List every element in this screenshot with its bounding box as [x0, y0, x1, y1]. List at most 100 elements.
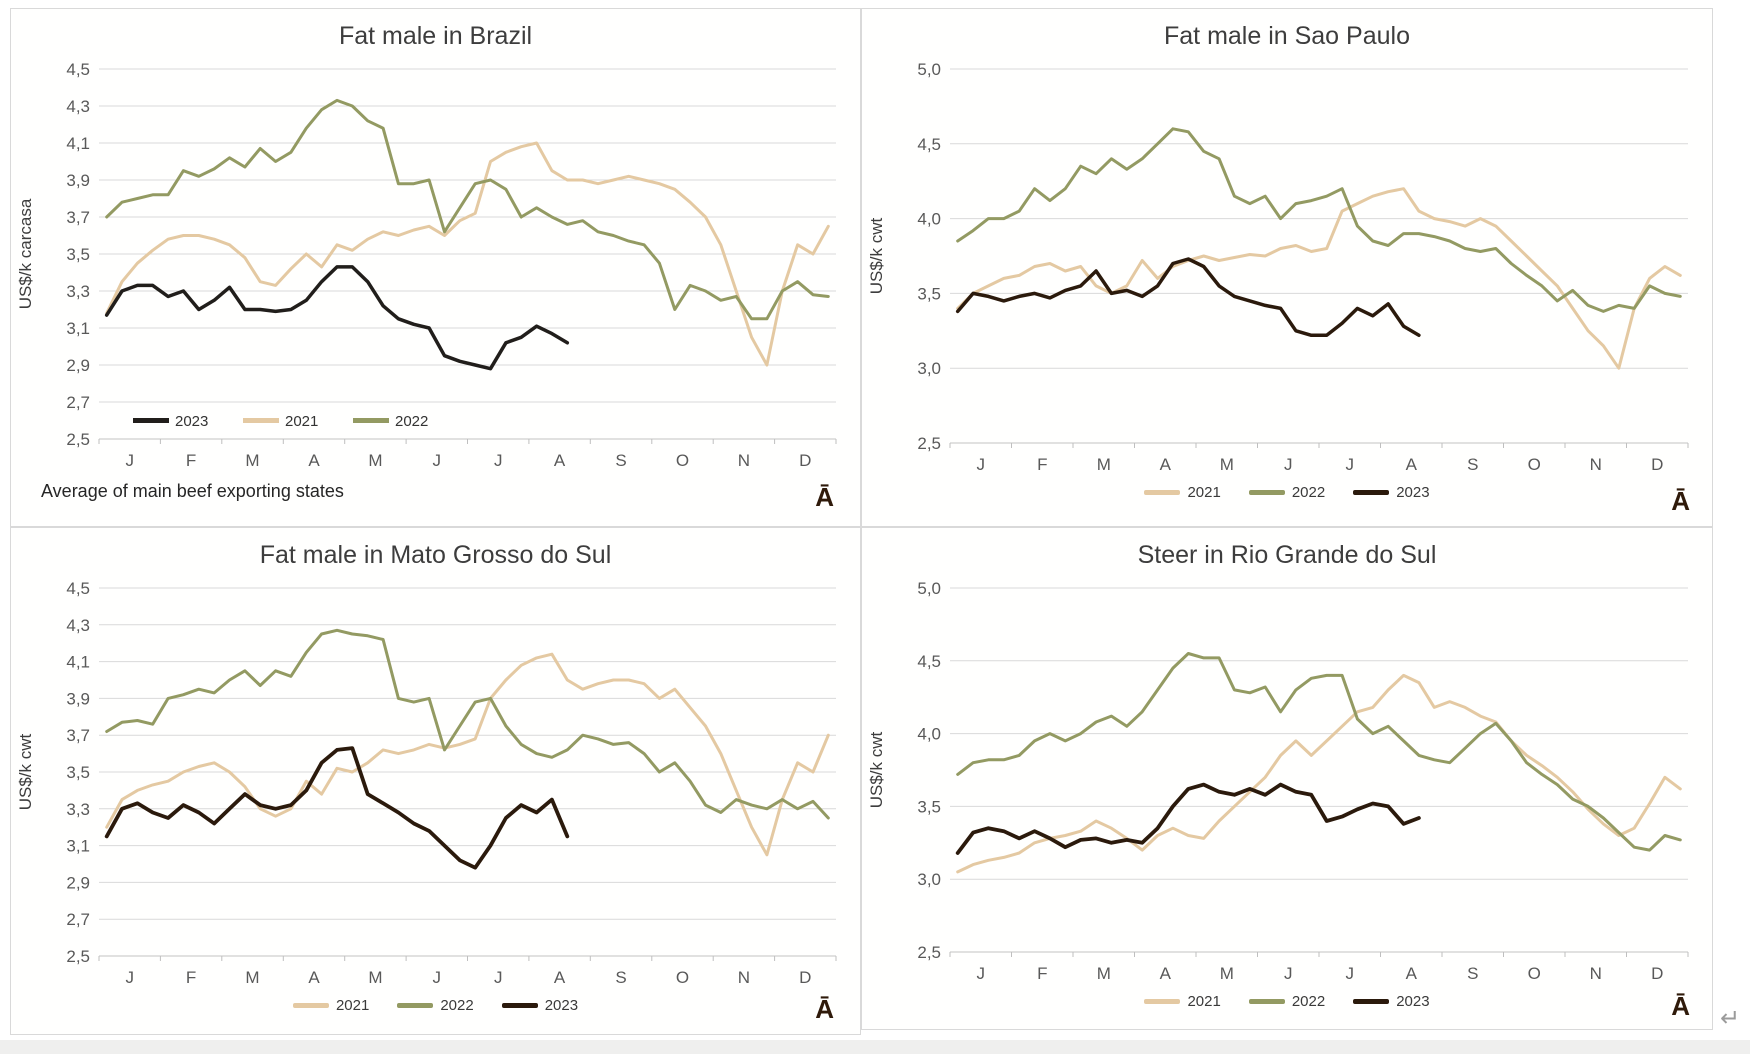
y-tick-label: 2,5: [917, 943, 941, 962]
legend-label-2022: 2022: [440, 997, 474, 1014]
x-tick-label: S: [615, 451, 626, 470]
series-line-2023: [955, 782, 1421, 855]
legend-swatch-2023: [1353, 490, 1390, 495]
y-tick-label: 3,9: [66, 689, 90, 708]
x-tick-label: J: [1284, 964, 1293, 983]
legend-swatch-2021: [292, 1003, 329, 1008]
series-line-2022: [956, 127, 1682, 313]
y-tick-label: 4,5: [917, 652, 941, 671]
x-tick-label: F: [1037, 964, 1047, 983]
x-tick-label: M: [1097, 455, 1111, 474]
legend-swatch-2021: [1144, 490, 1181, 495]
legend-label-2023: 2023: [544, 997, 579, 1014]
y-tick-label: 3,9: [66, 171, 90, 190]
legend-item-2021: 2021: [292, 997, 369, 1014]
legend-swatch-2022: [1248, 999, 1285, 1004]
y-tick-label: 3,7: [66, 726, 90, 745]
chart-title-sao-paulo: Fat male in Sao Paulo: [1164, 22, 1410, 50]
legend-label-2021: 2021: [1187, 484, 1221, 501]
chart-panel-brazil: Fat male in Brazil 2,5 2,7 2,9 3,1 3,3 3,5 3,7…: [10, 8, 861, 527]
legend-item-2022: 2022: [1248, 484, 1326, 501]
y-tick-label: 2,7: [66, 910, 90, 929]
chart-panel-mato-grosso-do-sul: Fat male in Mato Grosso do Sul 2,5 2,7 2,9…: [10, 527, 861, 1035]
legend-swatch-2023: [1353, 999, 1390, 1004]
x-tick-label: J: [494, 968, 503, 987]
x-tick-label: J: [125, 968, 134, 987]
y-axis-title: US$/k cwt: [16, 733, 35, 810]
y-tick-label: 2,5: [66, 430, 90, 449]
chart-canvas-rio-grande-do-sul: 2,5 3,0 3,5 4,0 4,5 5,0 J F M A M J J A S O N D US$/k cwt: [867, 579, 1689, 983]
legend-sao-paulo: 2021 2022 2023: [862, 484, 1712, 501]
y-axis-title: US$/k carcasa: [16, 198, 35, 309]
y-tick-label: 3,5: [917, 284, 941, 303]
y-tick-label: 3,1: [66, 319, 90, 338]
legend-label-2022: 2022: [1291, 993, 1326, 1010]
legend-item-2023: 2023: [1353, 484, 1430, 501]
y-tick-label: 5,0: [917, 60, 941, 79]
y-tick-label: 4,0: [917, 210, 941, 229]
x-tick-label: J: [433, 968, 442, 987]
legend-item-2022: 2022: [1248, 993, 1326, 1010]
y-tick-label: 4,3: [66, 97, 90, 116]
series-line-2021: [105, 141, 830, 367]
legend-item-2023: 2023: [501, 997, 579, 1014]
x-tick-label: A: [1406, 455, 1418, 474]
legend-label-2022: 2022: [1291, 484, 1326, 501]
legend-item-2021: 2021: [1144, 484, 1221, 501]
y-tick-label: 4,1: [66, 653, 90, 672]
x-tick-label: O: [1528, 964, 1541, 983]
corner-a-macron-mark: Ā: [815, 482, 834, 512]
x-tick-label: N: [738, 451, 750, 470]
series-line-2023: [955, 257, 1421, 338]
x-tick-label: A: [308, 451, 320, 470]
x-tick-label: D: [799, 451, 811, 470]
x-tick-label: D: [1651, 964, 1663, 983]
y-tick-label: 2,7: [66, 393, 90, 412]
legend-swatch-2022: [1248, 490, 1285, 495]
y-tick-label: 2,9: [66, 356, 90, 375]
legend-label-2021: 2021: [1187, 993, 1221, 1010]
y-tick-label: 4,5: [917, 135, 941, 154]
x-tick-label: J: [125, 451, 134, 470]
x-tick-label: A: [1160, 964, 1172, 983]
x-tick-label: A: [1406, 964, 1418, 983]
x-tick-label: M: [368, 968, 382, 987]
x-tick-label: M: [1097, 964, 1111, 983]
corner-a-macron-mark: Ā: [815, 994, 834, 1024]
x-tick-label: J: [977, 455, 986, 474]
y-axis-title: US$/k cwt: [867, 731, 886, 808]
legend-item-2022: 2022: [397, 997, 474, 1014]
legend-label-2023: 2023: [1396, 993, 1430, 1010]
x-tick-label: A: [554, 451, 566, 470]
x-tick-label: J: [494, 451, 503, 470]
x-tick-label: A: [1160, 455, 1172, 474]
x-tick-label: A: [554, 968, 566, 987]
y-tick-label: 3,3: [66, 282, 90, 301]
chart-title-mato-grosso-do-sul: Fat male in Mato Grosso do Sul: [259, 541, 612, 569]
x-tick-label: S: [1467, 964, 1478, 983]
legend-swatch-2021: [1144, 999, 1181, 1004]
y-tick-label: 2,5: [66, 947, 90, 966]
x-tick-label: O: [1528, 455, 1541, 474]
x-tick-label: S: [615, 968, 626, 987]
chart-canvas-mato-grosso-do-sul: 2,5 2,7 2,9 3,1 3,3 3,5 3,7 3,9 4,1 4,3 4,5 J F M A M J J…: [16, 579, 837, 987]
y-tick-label: 4,5: [66, 579, 90, 598]
legend-item-2023: 2023: [1353, 993, 1430, 1010]
x-tick-label: M: [245, 451, 259, 470]
corner-a-macron-mark: Ā: [1671, 486, 1690, 516]
chart-title-brazil: Fat male in Brazil: [338, 22, 533, 50]
series-line-2021: [105, 652, 830, 857]
legend-swatch-2022: [397, 1003, 434, 1008]
y-tick-label: 3,7: [66, 208, 90, 227]
x-tick-label: J: [1346, 964, 1355, 983]
legend-label-2022: 2022: [395, 413, 428, 430]
y-tick-label: 4,5: [66, 60, 90, 79]
y-tick-label: 4,1: [66, 134, 90, 153]
x-tick-label: F: [186, 968, 196, 987]
legend-rio-grande-do-sul: 2021 2022 2023: [862, 993, 1712, 1010]
x-tick-label: D: [1651, 455, 1663, 474]
series-line-2023: [104, 265, 570, 371]
chart-canvas-brazil: 2,5 2,7 2,9 3,1 3,3 3,5 3,7 3,9 4,1 4,3 4,5 J F M A M J J…: [16, 60, 837, 470]
x-tick-label: O: [676, 968, 689, 987]
series-line-2022: [956, 652, 1682, 852]
